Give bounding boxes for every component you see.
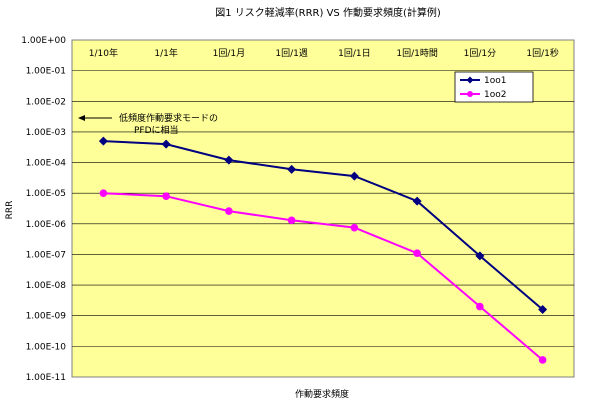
series-group	[98, 136, 548, 364]
legend-label-1oo1: 1oo1	[484, 76, 506, 86]
legend: 1oo1 1oo2	[454, 71, 534, 103]
chart-title: 図1 リスク軽減率(RRR) VS 作動要求頻度(計算例)	[215, 6, 441, 19]
y-tick-label: 1.00E-11	[26, 373, 66, 383]
point-1oo1	[349, 171, 359, 181]
point-1oo1	[412, 196, 422, 206]
series-line-1oo2	[103, 192, 544, 361]
x-category-label: 1回/1秒	[526, 47, 559, 59]
y-tick-label: 1.00E-10	[26, 342, 67, 352]
y-axis-ticks: 1.00E+00 1.00E-01 1.00E-02 1.00E-03 1.00E-04…	[21, 36, 66, 383]
x-category-label: 1回/1月	[213, 48, 246, 59]
y-tick-label: 1.00E+00	[21, 36, 66, 46]
point-1oo2	[99, 189, 108, 197]
y-tick-label: 1.00E-02	[26, 97, 66, 107]
y-tick-label: 1.00E-09	[26, 312, 67, 322]
annotation: 低頻度作動要求モードの PFDに相当	[78, 112, 218, 136]
y-axis-label: RRR	[5, 201, 15, 220]
point-1oo2	[350, 223, 359, 232]
point-1oo1	[98, 136, 108, 146]
point-1oo1	[475, 251, 485, 261]
annotation-arrowhead	[78, 115, 85, 121]
point-1oo2	[225, 207, 233, 215]
series-line-1oo1	[103, 140, 544, 311]
legend-marker-1oo2	[467, 91, 473, 97]
x-axis-label: 作動要求頻度	[295, 388, 349, 400]
x-axis-categories: 1/10年 1/1年 1回/1月 1回/1週 1回/1日 1回/1時間 1回/1分 1回/1秒	[89, 47, 559, 59]
y-tick-label: 1.00E-06	[26, 220, 67, 230]
point-1oo2	[538, 356, 547, 364]
y-tick-label: 1.00E-07	[26, 250, 66, 260]
x-category-label: 1/1年	[154, 47, 178, 59]
x-category-label: 1回/1日	[338, 48, 371, 59]
x-category-label: 1回/1分	[464, 48, 497, 59]
point-1oo1	[287, 164, 297, 174]
point-1oo1	[224, 155, 234, 165]
x-category-label: 1/10年	[89, 47, 118, 59]
legend-label-1oo2: 1oo2	[484, 90, 506, 100]
point-1oo2	[476, 302, 484, 311]
x-category-label: 1回/1週	[275, 48, 308, 59]
point-1oo1	[161, 139, 171, 149]
gridlines	[72, 70, 574, 347]
legend-box	[454, 71, 534, 103]
point-1oo2	[162, 192, 170, 200]
annotation-line-2: PFDに相当	[134, 124, 179, 136]
y-tick-label: 1.00E-01	[26, 67, 66, 77]
x-category-label: 1回/1時間	[396, 48, 438, 59]
legend-marker-1oo1	[466, 76, 474, 84]
point-1oo2	[413, 249, 421, 257]
y-tick-label: 1.00E-03	[26, 128, 66, 138]
point-1oo1	[538, 304, 548, 314]
y-tick-label: 1.00E-04	[26, 159, 67, 169]
y-tick-label: 1.00E-08	[26, 281, 67, 291]
annotation-line-1: 低頻度作動要求モードの	[119, 112, 218, 124]
y-tick-label: 1.00E-05	[26, 189, 66, 199]
point-1oo2	[287, 216, 296, 225]
